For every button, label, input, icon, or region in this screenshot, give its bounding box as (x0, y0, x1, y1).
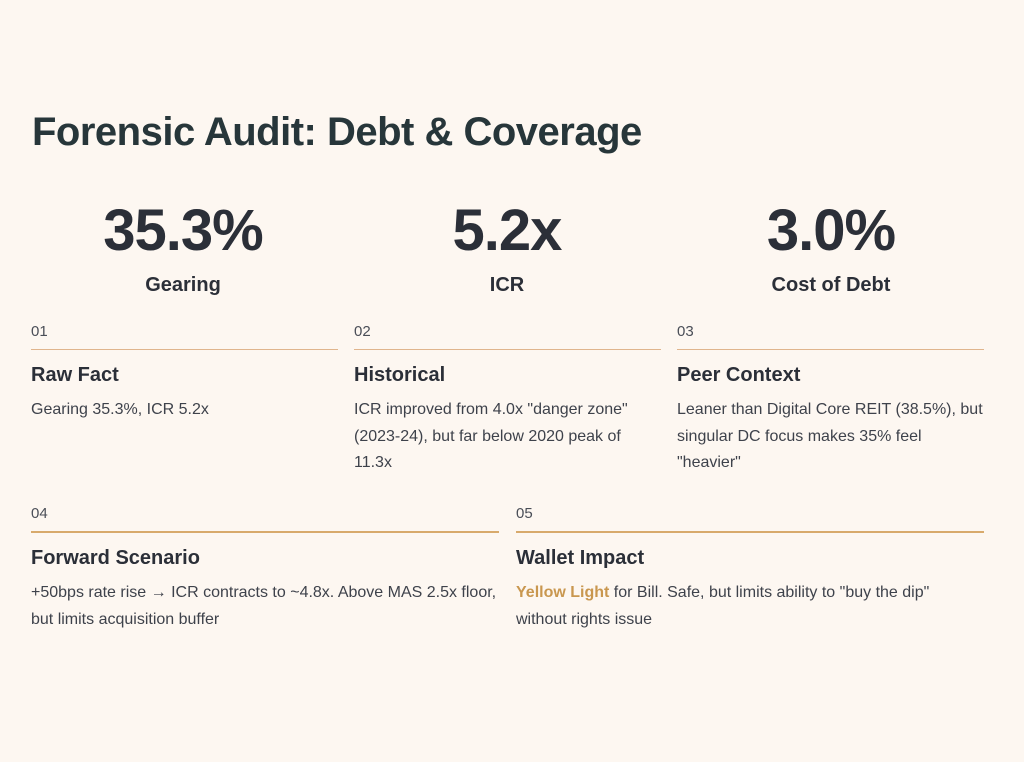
card-divider (31, 349, 338, 350)
page-title: Forensic Audit: Debt & Coverage (32, 110, 642, 154)
metric-value: 5.2x (452, 198, 563, 263)
card-divider (677, 349, 984, 350)
card-raw-fact: 01 Raw Fact Gearing 35.3%, ICR 5.2x (31, 322, 338, 424)
metric-gearing: 35.3% Gearing (23, 196, 343, 297)
card-number: 03 (677, 323, 694, 340)
card-number: 05 (516, 505, 533, 522)
metric-label: Gearing (145, 274, 221, 296)
metric-label: Cost of Debt (771, 274, 891, 296)
card-number: 04 (31, 505, 48, 522)
card-body: +50bps rate rise → ICR contracts to ~4.8… (31, 584, 497, 628)
card-body: Gearing 35.3%, ICR 5.2x (31, 401, 209, 418)
status-highlight: Yellow Light (516, 584, 610, 601)
card-historical: 02 Historical ICR improved from 4.0x "da… (354, 322, 661, 477)
card-wallet-impact: 05 Wallet Impact Yellow Light for Bill. … (516, 504, 984, 633)
card-peer-context: 03 Peer Context Leaner than Digital Core… (677, 322, 984, 477)
card-heading: Peer Context (677, 364, 801, 386)
card-heading: Forward Scenario (31, 547, 200, 569)
card-forward-scenario: 04 Forward Scenario +50bps rate rise → I… (31, 504, 499, 633)
card-divider (516, 531, 984, 533)
metric-value: 3.0% (766, 198, 896, 263)
card-body-text: for Bill. Safe, but limits ability to "b… (516, 584, 930, 628)
card-heading: Wallet Impact (516, 547, 645, 569)
card-divider (354, 349, 661, 350)
metric-label: ICR (489, 274, 525, 296)
metric-icr: 5.2x ICR (347, 196, 667, 297)
metric-cost-of-debt: 3.0% Cost of Debt (671, 196, 991, 297)
card-heading: Raw Fact (31, 364, 119, 386)
card-number: 02 (354, 323, 371, 340)
card-body: ICR improved from 4.0x "danger zone" (20… (354, 401, 628, 471)
card-number: 01 (31, 323, 48, 340)
card-body: Yellow Light for Bill. Safe, but limits … (516, 580, 984, 633)
card-heading: Historical (354, 364, 446, 386)
card-divider (31, 531, 499, 533)
card-body: Leaner than Digital Core REIT (38.5%), b… (677, 401, 983, 471)
metric-value: 35.3% (103, 198, 263, 263)
